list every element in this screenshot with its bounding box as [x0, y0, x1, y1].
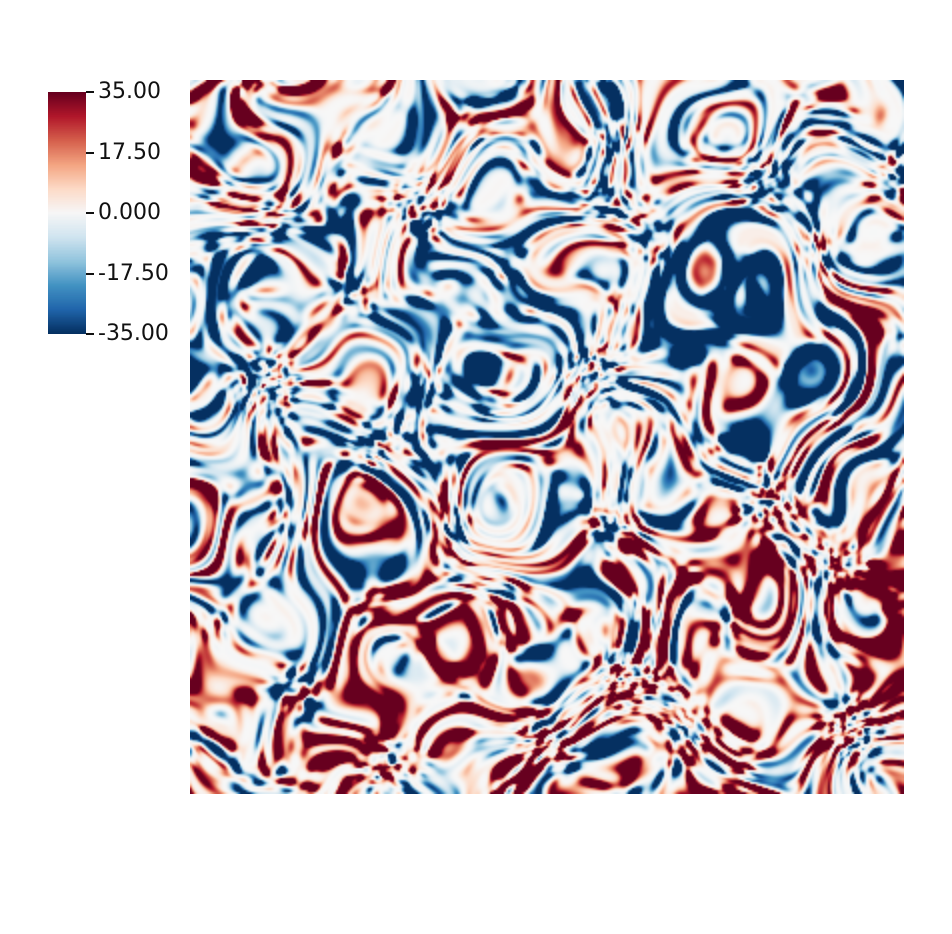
colorbar-tick-mark [86, 333, 94, 335]
colorbar-tick-mark [86, 91, 94, 93]
colorbar-tick-label: -35.00 [98, 321, 169, 346]
heatmap-canvas [190, 80, 904, 794]
colorbar-tick-mark [86, 212, 94, 214]
colorbar-tick-label: 17.50 [98, 139, 161, 165]
heatmap-field [190, 80, 904, 794]
colorbar-gradient [48, 92, 86, 334]
colorbar-tick-mark [86, 151, 94, 154]
colorbar-tick-label: 35.00 [98, 79, 161, 104]
colorbar: 35.00 17.50 0.000 -17.50 -35.00 [48, 81, 188, 345]
colorbar-tick-label: 0.000 [98, 200, 161, 225]
colorbar-tick-label: -17.50 [98, 260, 169, 286]
colorbar-tick-mark [86, 272, 94, 275]
